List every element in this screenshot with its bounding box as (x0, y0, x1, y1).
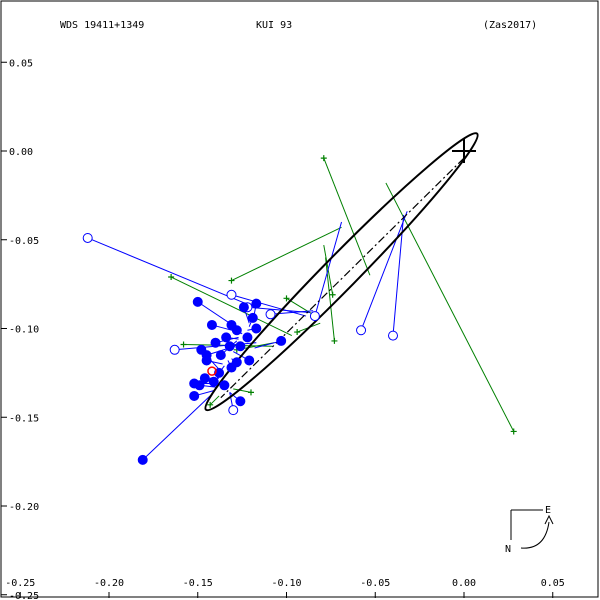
micrometric-residual (170, 276, 293, 337)
interferometric-filled-point (215, 350, 226, 361)
compass-north-label: N (505, 544, 511, 555)
interferometric-open-point (169, 344, 180, 355)
micrometric-point (283, 295, 290, 302)
interferometric-residual (314, 221, 343, 317)
micrometric-point (207, 401, 214, 408)
micrometric-point (228, 277, 235, 284)
interferometric-filled-point (231, 357, 242, 368)
data-points (82, 155, 517, 465)
micrometric-point (248, 389, 254, 396)
micrometric-residual (209, 395, 220, 406)
interferometric-filled-point (208, 376, 219, 387)
x-tick-label: -0.15 (183, 578, 213, 589)
residual-lines (87, 157, 515, 461)
interferometric-filled-point (137, 454, 148, 465)
interferometric-open-point (226, 289, 237, 300)
interferometric-filled-point (235, 396, 246, 407)
compass-east-label: E (545, 505, 551, 516)
interferometric-filled-point (247, 312, 258, 323)
y-tick-label: 0.00 (9, 147, 33, 158)
y-tick-label: -0.10 (9, 325, 39, 336)
header-center: KUI 93 (256, 20, 292, 31)
micrometric-residual (385, 182, 515, 432)
y-tick-label: -0.20 (9, 502, 39, 513)
compass-arrow-arc (520, 521, 550, 549)
micrometric-residual (325, 257, 335, 341)
x-tick-label: -0.05 (360, 578, 390, 589)
micrometric-point (294, 329, 301, 336)
y-tick-label: -0.15 (9, 413, 39, 424)
interferometric-open-point (356, 325, 367, 336)
interferometric-filled-point (238, 302, 249, 313)
interferometric-filled-point (242, 332, 253, 343)
interferometric-residual (142, 393, 213, 461)
interferometric-open-point (228, 405, 239, 416)
micrometric-point (168, 274, 175, 281)
micrometric-point (180, 341, 187, 348)
micrometric-point (510, 428, 517, 435)
interferometric-filled-point (189, 390, 200, 401)
interferometric-filled-point (214, 367, 225, 378)
compass: E N (505, 505, 554, 555)
orbit-group (204, 132, 479, 412)
interferometric-filled-point (244, 355, 255, 366)
interferometric-residual (392, 214, 405, 336)
interferometric-filled-point (276, 335, 287, 346)
line-of-nodes (220, 157, 465, 399)
header-right: (Zas2017) (483, 20, 537, 31)
highlight-point (207, 366, 217, 376)
interferometric-open-point (388, 330, 398, 341)
x-tick-label: 0.00 (452, 578, 476, 589)
interferometric-open-point (265, 309, 276, 320)
micrometric-point (331, 337, 338, 344)
interferometric-filled-point (231, 325, 242, 336)
y-tick-label: -0.05 (9, 236, 39, 247)
interferometric-filled-point (194, 380, 205, 391)
micrometric-point (329, 291, 336, 298)
orbit-ellipse (204, 132, 479, 412)
micrometric-residual (231, 226, 342, 282)
x-tick-label: 0.05 (541, 578, 565, 589)
interferometric-filled-point (201, 355, 212, 366)
micrometric-point (320, 155, 327, 162)
interferometric-filled-point (199, 373, 210, 384)
interferometric-filled-point (206, 319, 217, 330)
interferometric-filled-point (210, 337, 221, 348)
interferometric-open-point (82, 232, 93, 243)
interferometric-residual (360, 211, 408, 331)
interferometric-open-point (309, 311, 320, 322)
x-tick-label: -0.20 (94, 578, 124, 589)
interferometric-filled-point (224, 341, 235, 352)
interferometric-filled-point (251, 323, 262, 334)
interferometric-filled-point (219, 380, 230, 391)
compass-arrow-head (544, 514, 554, 525)
y-tick-label: 0.05 (9, 58, 33, 69)
micrometric-residual (323, 157, 371, 276)
interferometric-filled-point (192, 296, 203, 307)
interferometric-filled-point (196, 344, 207, 355)
x-tick-label: -0.10 (271, 578, 301, 589)
header-left: WDS 19411+1349 (60, 20, 144, 31)
interferometric-filled-point (235, 341, 246, 352)
interferometric-filled-point (221, 332, 232, 343)
x-tick-label: -0.25 (5, 578, 35, 589)
y-tick-label: -0.25 (9, 591, 39, 600)
interferometric-filled-point (251, 298, 262, 309)
axis-ticks: -0.25 -0.20 -0.15 -0.10 -0.05 0.00 0.05 0.05 0.0… (1, 58, 565, 600)
